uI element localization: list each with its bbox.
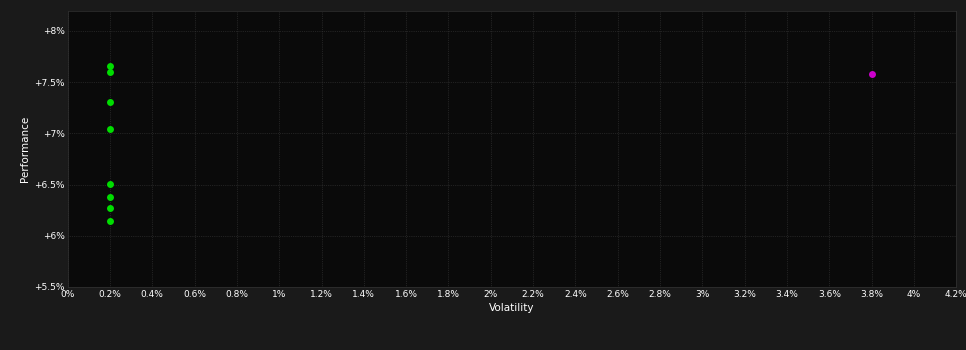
Point	[102, 205, 118, 211]
Point	[102, 219, 118, 224]
Point	[102, 99, 118, 104]
Point	[864, 71, 879, 77]
Point	[102, 194, 118, 200]
X-axis label: Volatility: Volatility	[489, 303, 535, 313]
Point	[102, 70, 118, 75]
Point	[102, 181, 118, 186]
Point	[102, 63, 118, 69]
Y-axis label: Performance: Performance	[20, 116, 30, 182]
Point	[102, 126, 118, 132]
